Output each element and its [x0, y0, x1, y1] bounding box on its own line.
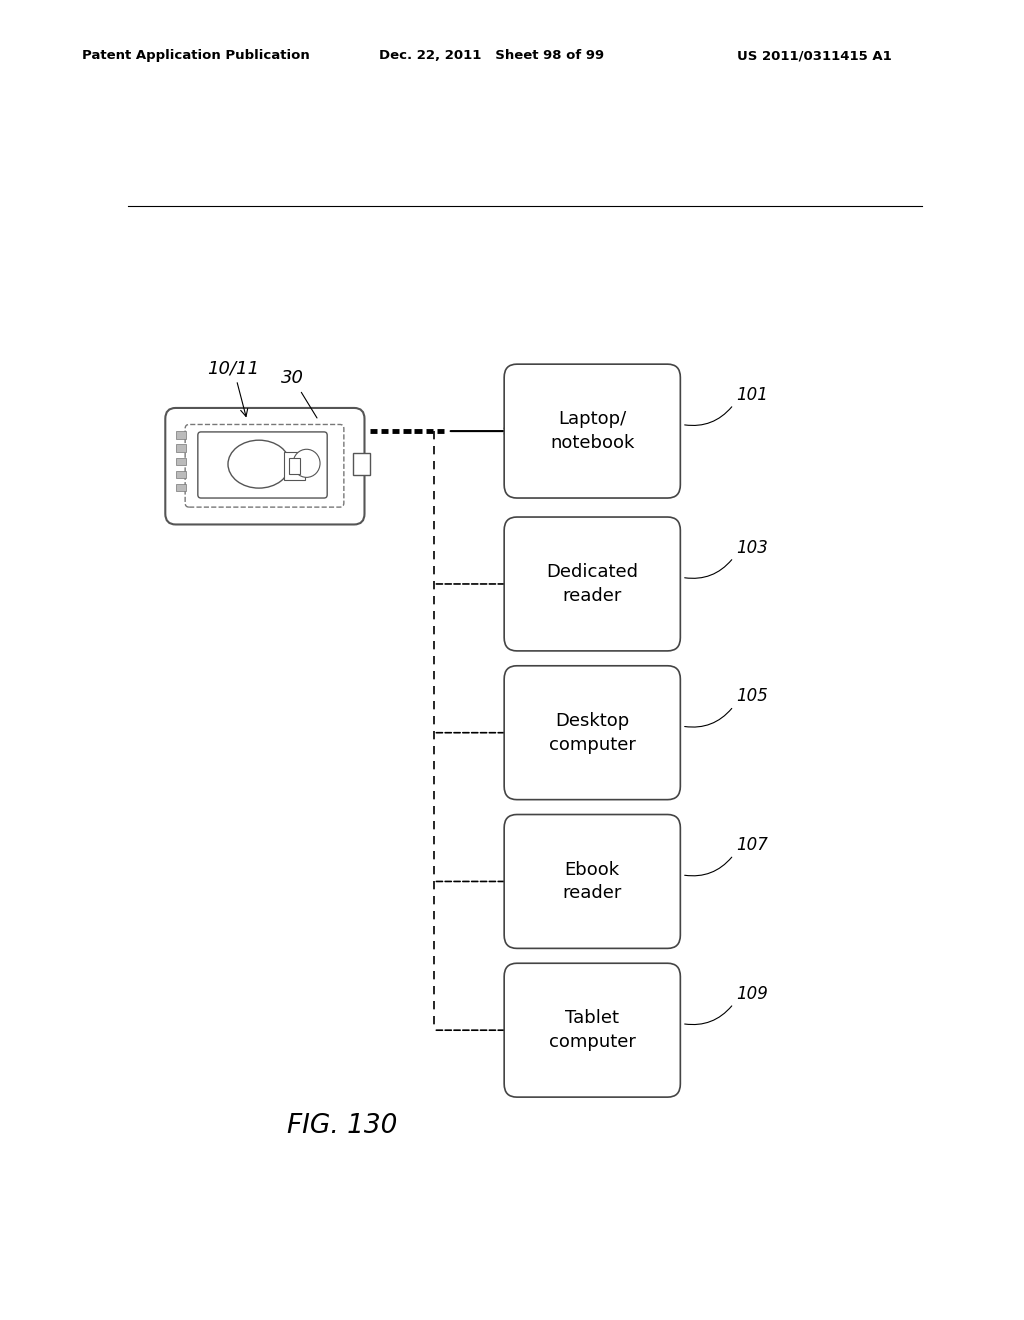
Text: Tablet
computer: Tablet computer [549, 1010, 636, 1051]
Text: 10/11: 10/11 [207, 359, 259, 417]
Text: Laptop/
notebook: Laptop/ notebook [550, 411, 635, 451]
Text: 107: 107 [736, 836, 768, 854]
FancyBboxPatch shape [185, 425, 344, 507]
Text: Desktop
computer: Desktop computer [549, 711, 636, 754]
Bar [176, 432, 186, 438]
Bar [176, 484, 186, 491]
Text: Dec. 22, 2011   Sheet 98 of 99: Dec. 22, 2011 Sheet 98 of 99 [379, 49, 604, 62]
Text: Patent Application Publication: Patent Application Publication [82, 49, 309, 62]
Bar [176, 471, 186, 478]
Text: 30: 30 [282, 370, 317, 418]
Text: 109: 109 [736, 985, 768, 1003]
Bar [176, 445, 186, 451]
Text: 105: 105 [736, 688, 768, 705]
FancyBboxPatch shape [198, 432, 328, 498]
Bar [176, 458, 186, 465]
Text: FIG. 130: FIG. 130 [287, 1114, 397, 1139]
Text: US 2011/0311415 A1: US 2011/0311415 A1 [737, 49, 892, 62]
FancyBboxPatch shape [165, 408, 365, 524]
FancyBboxPatch shape [504, 814, 680, 948]
FancyBboxPatch shape [504, 964, 680, 1097]
Bar [289, 458, 300, 474]
Circle shape [293, 449, 321, 478]
FancyBboxPatch shape [504, 517, 680, 651]
Bar [285, 451, 305, 480]
Bar [352, 453, 370, 475]
Text: 103: 103 [736, 539, 768, 557]
Ellipse shape [228, 440, 290, 488]
Text: 101: 101 [736, 385, 768, 404]
FancyBboxPatch shape [504, 665, 680, 800]
FancyBboxPatch shape [504, 364, 680, 498]
Text: Ebook
reader: Ebook reader [562, 861, 622, 903]
Text: Dedicated
reader: Dedicated reader [546, 564, 638, 605]
